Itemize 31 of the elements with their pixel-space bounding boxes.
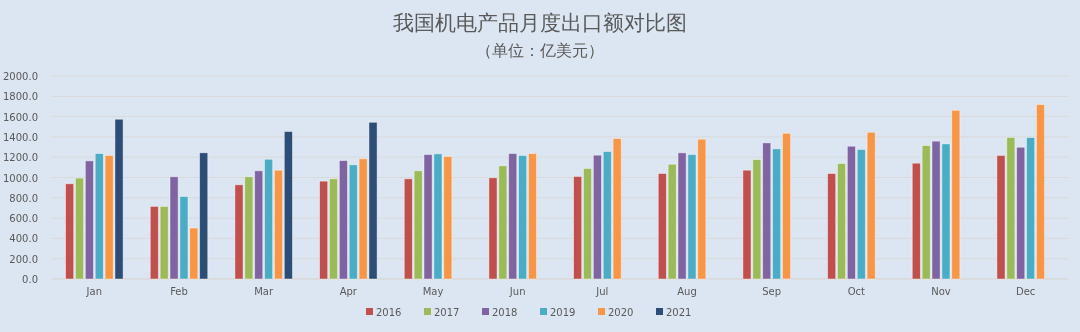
chart-subtitle: （单位：亿美元）	[476, 41, 604, 60]
legend-label: 2019	[550, 307, 576, 318]
legend-label: 2016	[376, 307, 402, 318]
legend-label: 2020	[608, 307, 634, 318]
y-tick-label: 200.0	[9, 253, 38, 265]
legend-label: 2018	[492, 307, 518, 318]
chart-title: 我国机电产品月度出口额对比图	[393, 11, 687, 35]
x-tick-label: Jul	[595, 286, 609, 297]
x-tick-label: May	[422, 286, 444, 297]
x-tick-label: Dec	[1015, 286, 1036, 297]
legend-label: 2021	[666, 307, 692, 318]
y-tick-label: 1400.0	[3, 131, 38, 143]
y-tick-label: 400.0	[9, 233, 38, 245]
legend-label: 2017	[434, 307, 460, 318]
y-tick-label: 0.0	[22, 274, 38, 285]
y-tick-label: 800.0	[9, 192, 38, 204]
x-tick-label: Sep	[762, 286, 782, 297]
y-tick-label: 1200.0	[3, 152, 38, 164]
x-tick-label: Oct	[847, 286, 866, 297]
x-tick-label: Nov	[931, 286, 951, 297]
y-tick-label: 1600.0	[3, 111, 38, 123]
x-tick-label: Apr	[339, 286, 358, 297]
y-tick-label: 1000.0	[3, 172, 38, 184]
x-tick-label: Mar	[254, 286, 274, 297]
y-tick-label: 1800.0	[3, 91, 38, 103]
y-tick-label: 600.0	[9, 213, 38, 225]
x-tick-label: Feb	[170, 286, 188, 297]
x-tick-label: Jan	[85, 286, 103, 297]
x-tick-label: Aug	[677, 286, 697, 297]
x-tick-label: Jun	[508, 286, 526, 297]
y-tick-label: 2000.0	[3, 71, 38, 82]
